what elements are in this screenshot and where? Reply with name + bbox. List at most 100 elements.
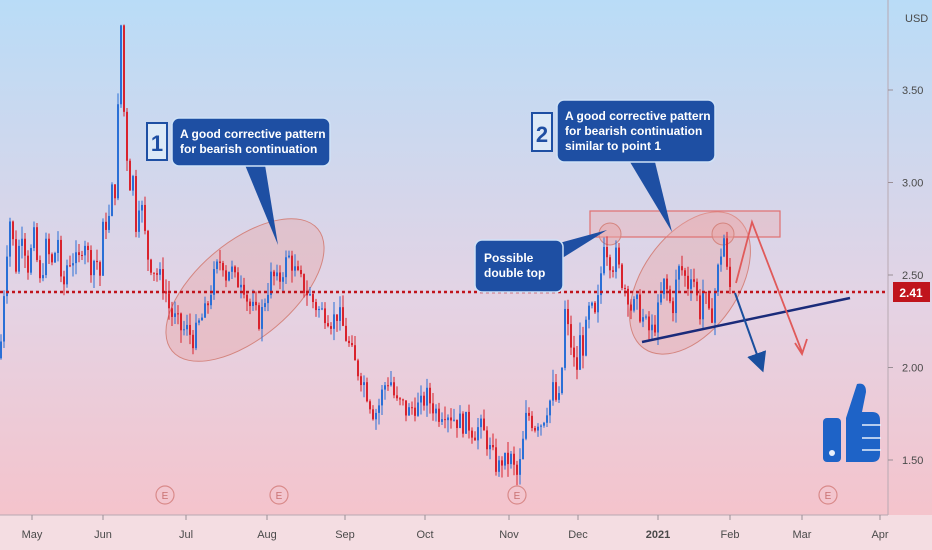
candle-body <box>540 425 542 427</box>
candle-body <box>195 322 197 349</box>
candle-body <box>210 294 212 306</box>
thumbs-up-icon <box>823 383 881 462</box>
candle-body <box>663 278 665 295</box>
candle-body <box>612 270 614 272</box>
candle-body <box>573 347 575 358</box>
annotation-1-number: 1 <box>151 131 163 156</box>
annotation-2: 2 A good corrective pattern for bearish … <box>531 99 716 232</box>
candle-body <box>237 272 239 288</box>
candle-body <box>321 308 323 310</box>
candle-body <box>81 255 83 257</box>
candle-body <box>561 367 563 394</box>
candle-body <box>339 307 341 321</box>
candle-body <box>411 407 413 409</box>
annotation-double-top-pointer <box>552 230 607 262</box>
candle-body <box>597 295 599 313</box>
candle-body <box>141 204 143 211</box>
candle-body <box>117 104 119 199</box>
candle-body <box>474 437 476 441</box>
candle-body <box>525 412 527 439</box>
candle-body <box>174 313 176 317</box>
candle-body <box>138 210 140 232</box>
candle-body <box>576 357 578 370</box>
candle-body <box>420 395 422 403</box>
earnings-marker-circle[interactable] <box>507 485 527 505</box>
candle-body <box>459 413 461 429</box>
earnings-marker-label: E <box>825 491 832 502</box>
candle-body <box>369 401 371 410</box>
candle-body <box>483 418 485 431</box>
candle-body <box>99 262 101 276</box>
candle-body <box>75 252 77 264</box>
candle-body <box>693 279 695 282</box>
candle-body <box>234 266 236 273</box>
candle-body <box>648 316 650 331</box>
candle-body <box>123 25 125 112</box>
annotation-double-top-line-1: Possible <box>484 251 534 265</box>
x-tick-label: Mar <box>793 529 812 541</box>
earnings-marker-circle[interactable] <box>818 485 838 505</box>
candle-body <box>348 340 350 344</box>
candle-body <box>546 415 548 423</box>
candle-body <box>270 271 272 295</box>
candle-body <box>567 308 569 325</box>
candle-body <box>162 269 164 292</box>
candle-body <box>633 299 635 311</box>
earnings-marker-circle[interactable] <box>269 485 289 505</box>
y-axis-ticks: 3.50 3.00 2.50 2.00 1.50 <box>888 85 923 467</box>
projection-arrow-blue <box>734 292 767 373</box>
candle-body <box>0 341 2 359</box>
x-tick-label: May <box>22 529 43 541</box>
candle-body <box>381 389 383 406</box>
candle-body <box>396 395 398 399</box>
candle-body <box>609 257 611 271</box>
candle-body <box>180 313 182 331</box>
candle-body <box>555 382 557 400</box>
candle-body <box>72 263 74 266</box>
x-axis-ticks: May Jun Jul Aug Sep Oct Nov Dec 2021 Feb Mar Apr <box>22 515 889 541</box>
candle-body <box>366 382 368 402</box>
candle-body <box>492 445 494 448</box>
annotation-2-line-2: for bearish continuation <box>565 124 702 138</box>
candle-body <box>204 303 206 318</box>
candle-body <box>252 301 254 307</box>
earnings-marker-circle[interactable] <box>155 485 175 505</box>
candle-body <box>690 279 692 289</box>
earnings-marker-label: E <box>514 491 521 502</box>
candle-body <box>273 271 275 277</box>
candle-body <box>462 413 464 434</box>
candle-body <box>144 204 146 231</box>
candle-body <box>645 316 647 318</box>
candle-body <box>324 308 326 324</box>
candle-body <box>114 184 116 199</box>
trend-line <box>641 296 851 344</box>
candle-body <box>642 317 644 322</box>
y-tick-label: 1.50 <box>902 455 923 467</box>
candle-body <box>537 426 539 431</box>
candle-body <box>207 303 209 306</box>
candle-body <box>432 403 434 414</box>
candle-body <box>303 274 305 294</box>
candle-body <box>714 291 716 323</box>
candle-body <box>585 319 587 356</box>
candle-body <box>468 411 470 431</box>
candle-body <box>183 329 185 331</box>
x-tick-label: Oct <box>416 529 433 541</box>
candle-body <box>441 419 443 422</box>
candle-body <box>723 238 725 257</box>
candle-body <box>450 417 452 421</box>
candle-body <box>669 289 671 302</box>
candle-body <box>33 227 35 249</box>
candle-body <box>594 302 596 313</box>
candle-body <box>621 264 623 288</box>
candle-body <box>222 262 224 271</box>
candle-body <box>24 238 26 256</box>
candle-body <box>111 184 113 216</box>
candle-body <box>126 111 128 161</box>
annotation-2-line-3: similar to point 1 <box>565 139 661 153</box>
candle-body <box>678 266 680 280</box>
candle-body <box>297 266 299 271</box>
candle-body <box>177 313 179 315</box>
candle-body <box>516 464 518 475</box>
